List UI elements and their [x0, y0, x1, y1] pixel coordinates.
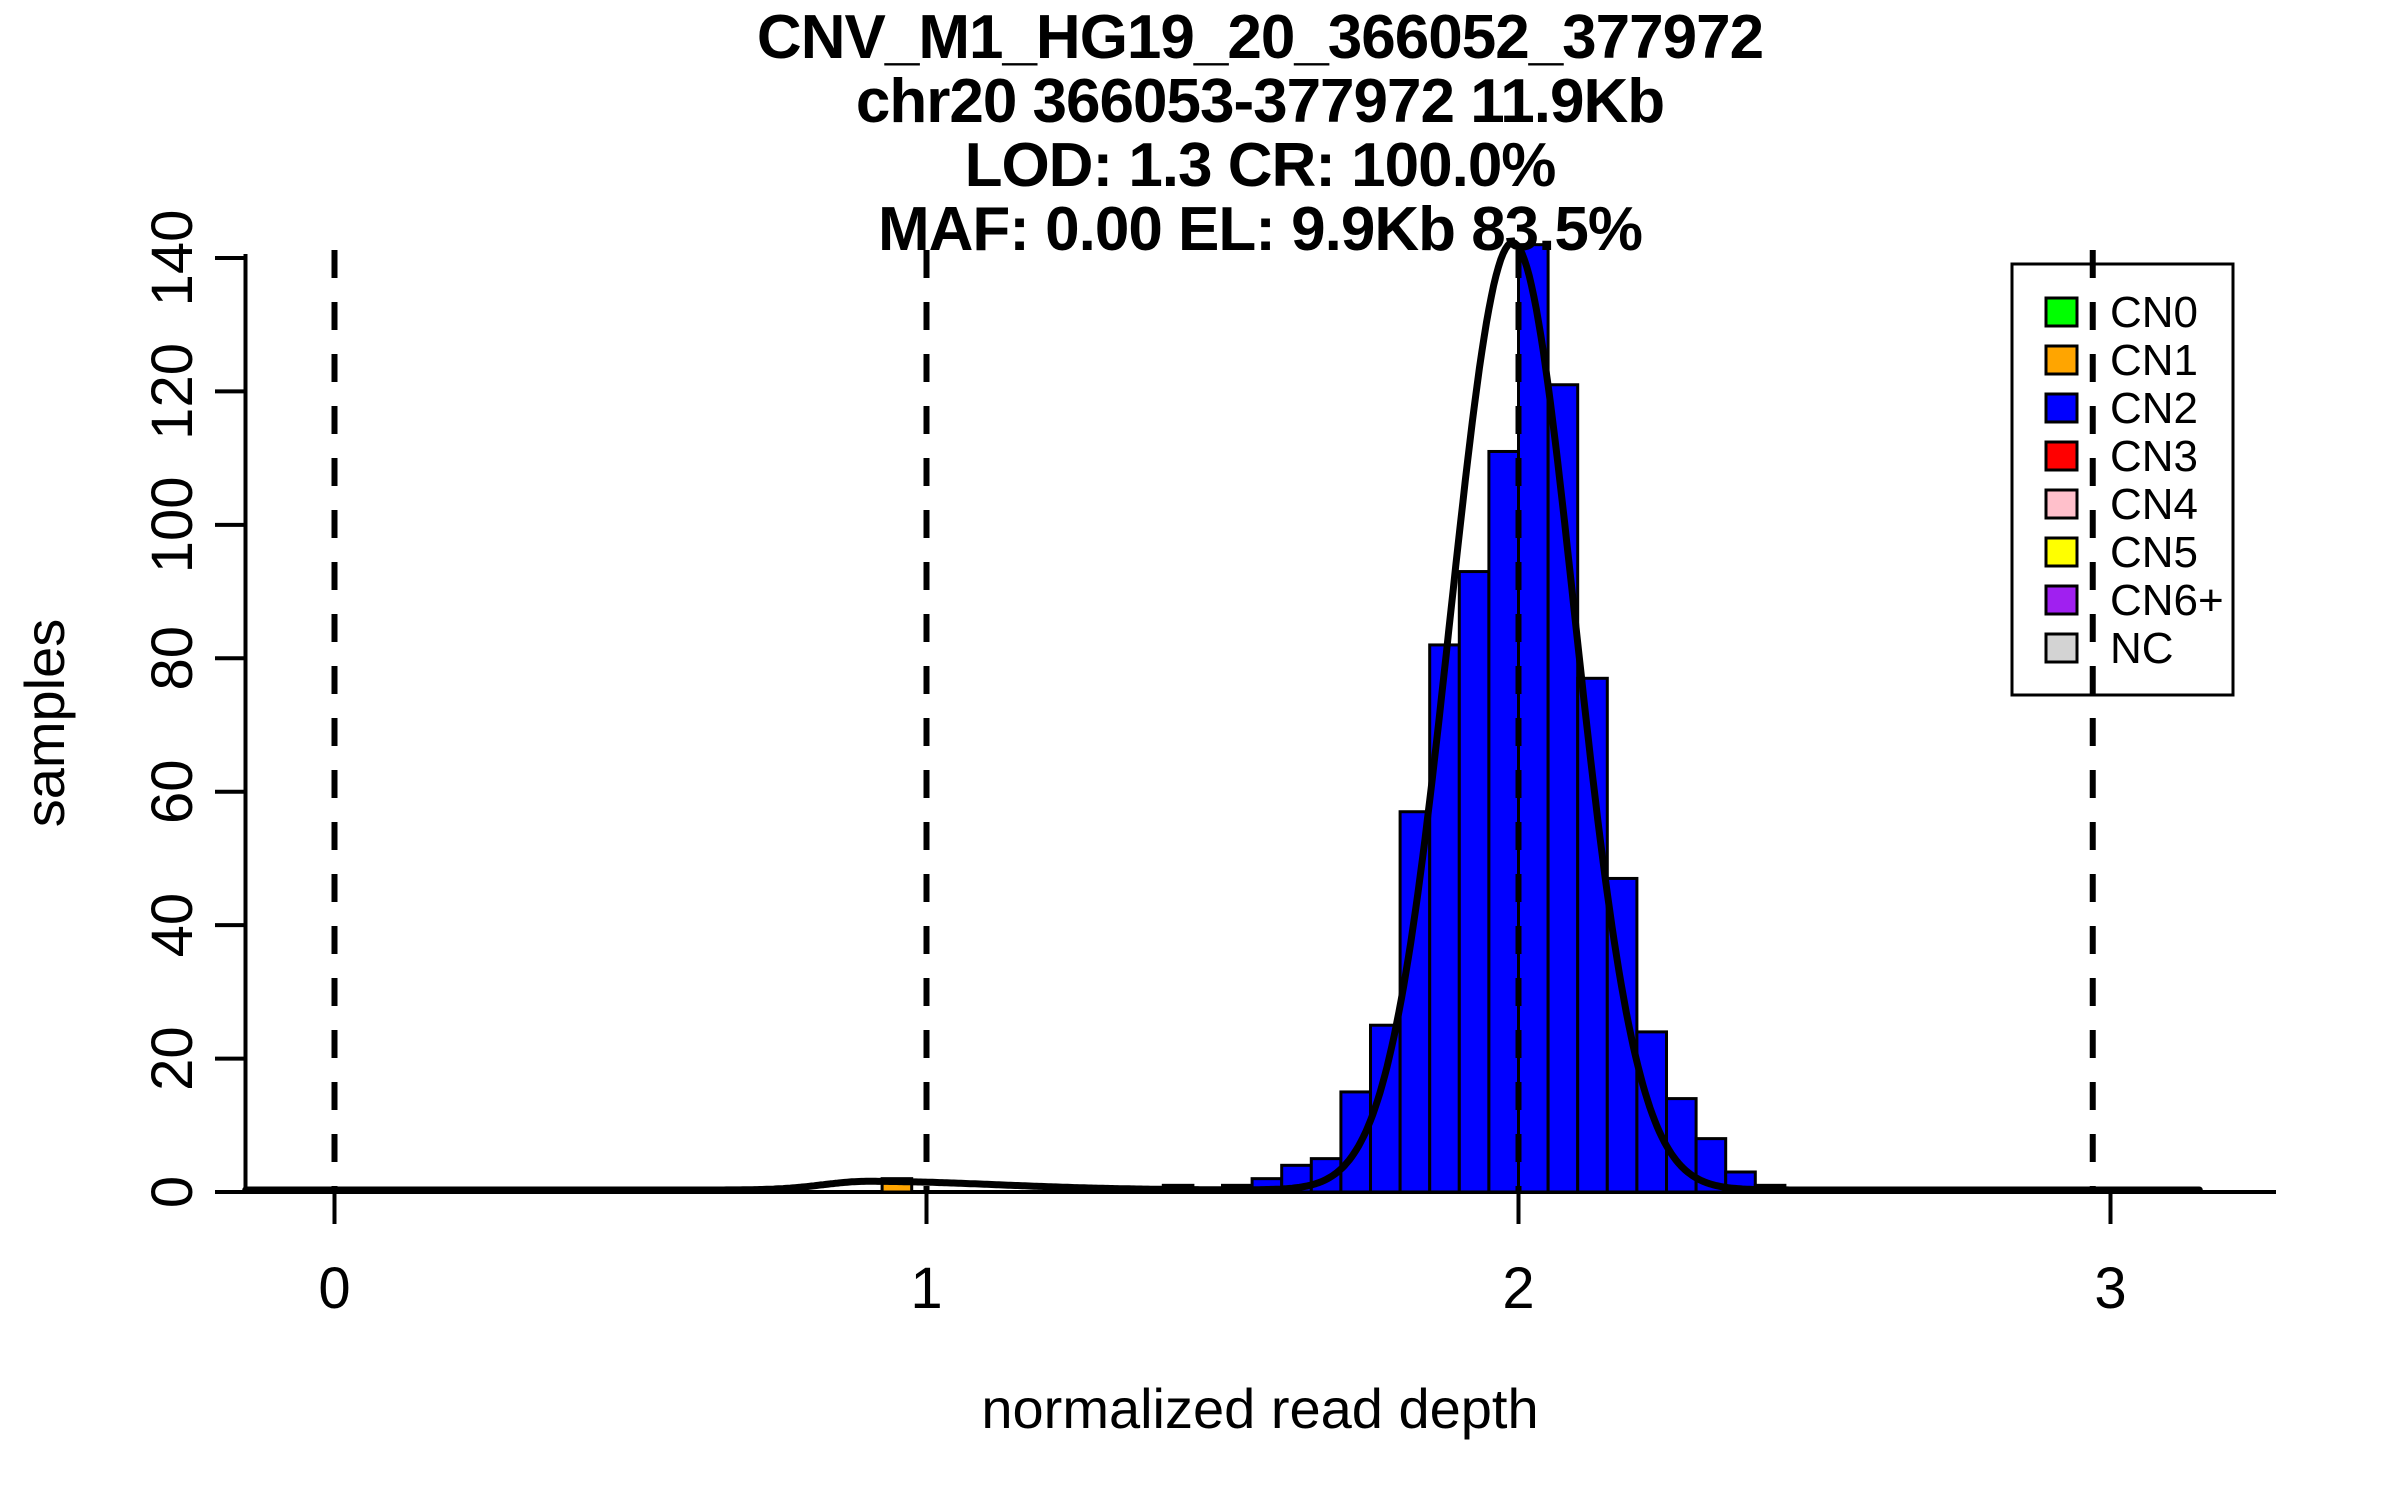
- histogram-bar-cn2: [1339, 1090, 1373, 1194]
- x-tick-label: 3: [2094, 1256, 2126, 1321]
- y-tick-label: 60: [140, 759, 205, 824]
- legend-label: CN3: [2110, 432, 2198, 481]
- legend-swatch-cn4: [2044, 488, 2079, 520]
- legend-label: CN2: [2110, 384, 2198, 433]
- legend-swatch-cn6plus: [2044, 584, 2079, 616]
- title-line-3: LOD: 1.3 CR: 100.0%: [964, 131, 1557, 200]
- legend-label: NC: [2110, 624, 2174, 673]
- x-tick-label: 2: [1502, 1256, 1534, 1321]
- legend-label: CN0: [2110, 288, 2198, 337]
- histogram-bar-cn2: [1398, 810, 1432, 1194]
- plot-title: CNV_M1_HG19_20_366052_377972 chr20 36605…: [756, 3, 1764, 264]
- y-tick-label: 80: [140, 626, 205, 691]
- x-tick-label: 1: [910, 1256, 942, 1321]
- title-line-2: chr20 366053-377972 11.9Kb: [855, 67, 1665, 136]
- histogram-bar-cn2: [1487, 449, 1521, 1194]
- y-tick-label: 0: [140, 1176, 205, 1208]
- y-tick-label: 40: [140, 893, 205, 958]
- legend-label: CN4: [2110, 480, 2198, 529]
- axes: 0 20 40 60 80 100 120 140 0 1 2 3 normalized read de…: [13, 210, 2276, 1440]
- y-axis-title: samples: [13, 619, 76, 828]
- legend-label: CN5: [2110, 528, 2198, 577]
- legend-swatch-cn3: [2044, 440, 2079, 472]
- y-tick-label: 140: [140, 210, 205, 307]
- y-tick-label: 120: [140, 343, 205, 440]
- legend-box: [2010, 262, 2235, 697]
- y-tick-label: 100: [140, 476, 205, 573]
- x-tick-label: 0: [318, 1256, 350, 1321]
- density-fit-curve: [242, 239, 2203, 1194]
- histogram-bar-cn2: [1457, 570, 1491, 1194]
- histogram-bar-cn2: [1428, 643, 1461, 1194]
- dashed-mean-lines: [331, 250, 2096, 1192]
- title-line-1: CNV_M1_HG19_20_366052_377972: [756, 3, 1764, 72]
- x-axis-title: normalized read depth: [981, 1377, 1538, 1440]
- histogram-bar-cn2: [1546, 383, 1580, 1194]
- histogram-bar-cn2: [1517, 243, 1550, 1194]
- legend-swatch-cn0: [2044, 296, 2079, 328]
- legend-swatch-cn1: [2044, 344, 2079, 376]
- y-tick-label: 20: [140, 1026, 205, 1091]
- legend-label: CN6+: [2110, 576, 2224, 625]
- legend-label: CN1: [2110, 336, 2198, 385]
- legend-swatch-cn2: [2044, 392, 2079, 424]
- title-line-4: MAF: 0.00 EL: 9.9Kb 83.5%: [877, 195, 1643, 264]
- legend-swatch-nc: [2044, 632, 2079, 664]
- legend-swatch-cn5: [2044, 536, 2079, 568]
- histogram-bars: [880, 243, 1787, 1194]
